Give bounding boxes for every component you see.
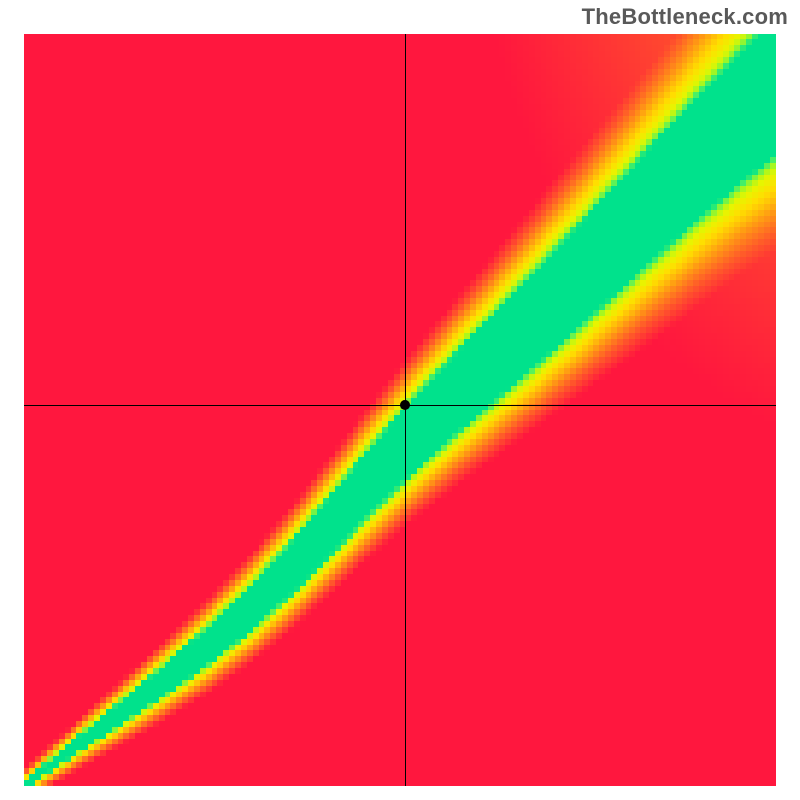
marker-dot [399,399,411,411]
watermark-text: TheBottleneck.com [582,4,788,30]
chart-container: TheBottleneck.com [0,0,800,800]
